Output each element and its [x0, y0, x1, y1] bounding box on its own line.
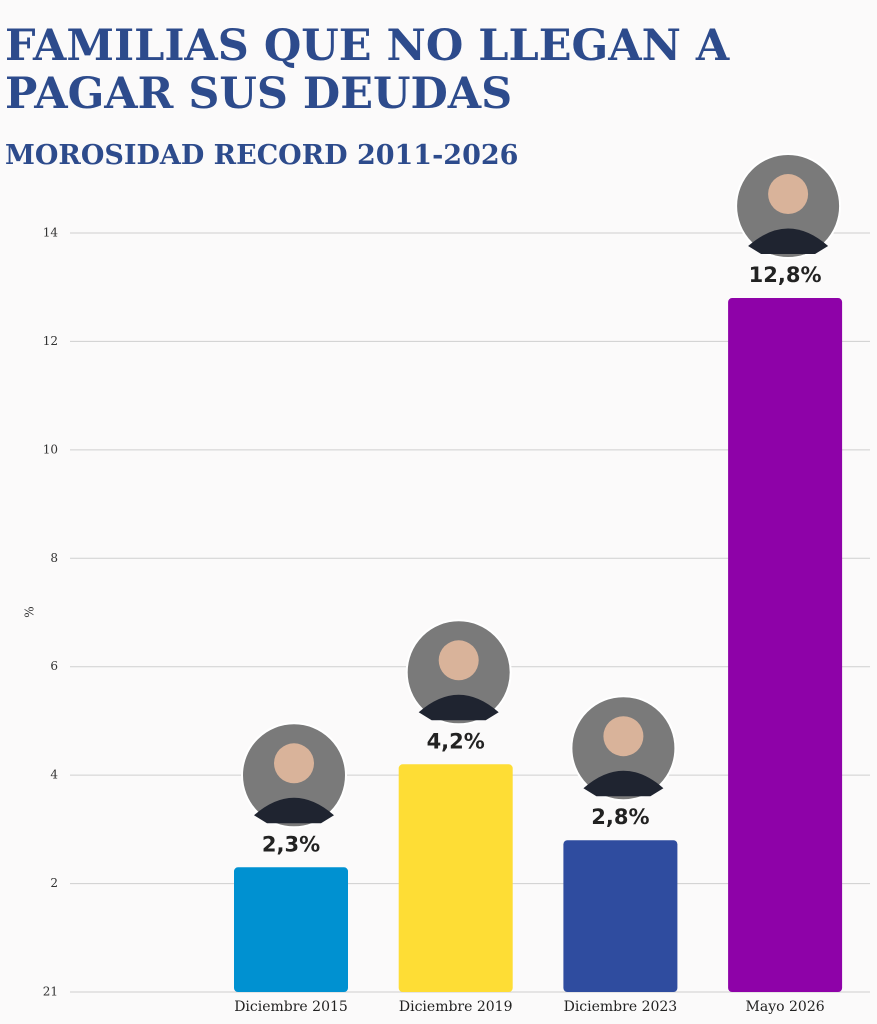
x-tick-label: Diciembre 2023 [564, 999, 678, 1015]
portrait-head [768, 174, 809, 215]
chart-subtitle: MOROSIDAD RECORD 2011-2026 [5, 140, 519, 171]
chart-title: FAMILIAS QUE NO LLEGAN A PAGAR SUS DEUDA… [5, 21, 730, 119]
x-tick-label: Mayo 2026 [746, 999, 825, 1015]
value-label: 12,8% [749, 263, 822, 287]
y-tick-label: 8 [50, 551, 58, 565]
x-tick-label: Diciembre 2015 [234, 999, 348, 1015]
portrait-body [583, 770, 664, 797]
y-tick-label: 21 [43, 985, 58, 999]
bar [234, 867, 348, 992]
value-label: 2,3% [262, 832, 320, 856]
y-tick-label: 6 [50, 659, 58, 673]
portrait-head [438, 640, 479, 681]
y-tick-label: 10 [43, 442, 58, 456]
bar [563, 840, 678, 992]
y-tick-label: 12 [43, 334, 58, 348]
x-tick-label: Diciembre 2019 [399, 999, 513, 1015]
portrait-body [254, 797, 334, 824]
portrait-head [274, 743, 314, 784]
portrait-body [418, 694, 499, 721]
value-label: 2,8% [591, 805, 649, 829]
y-tick-label: 4 [50, 768, 58, 782]
value-label: 4,2% [427, 729, 485, 753]
y-tick-label: 14 [43, 226, 59, 240]
y-tick-label: 2 [50, 876, 58, 890]
portrait-body [748, 228, 829, 255]
portrait-head [603, 716, 644, 757]
y-axis-label: % [23, 606, 37, 617]
bar [728, 298, 843, 992]
bar [398, 764, 513, 992]
